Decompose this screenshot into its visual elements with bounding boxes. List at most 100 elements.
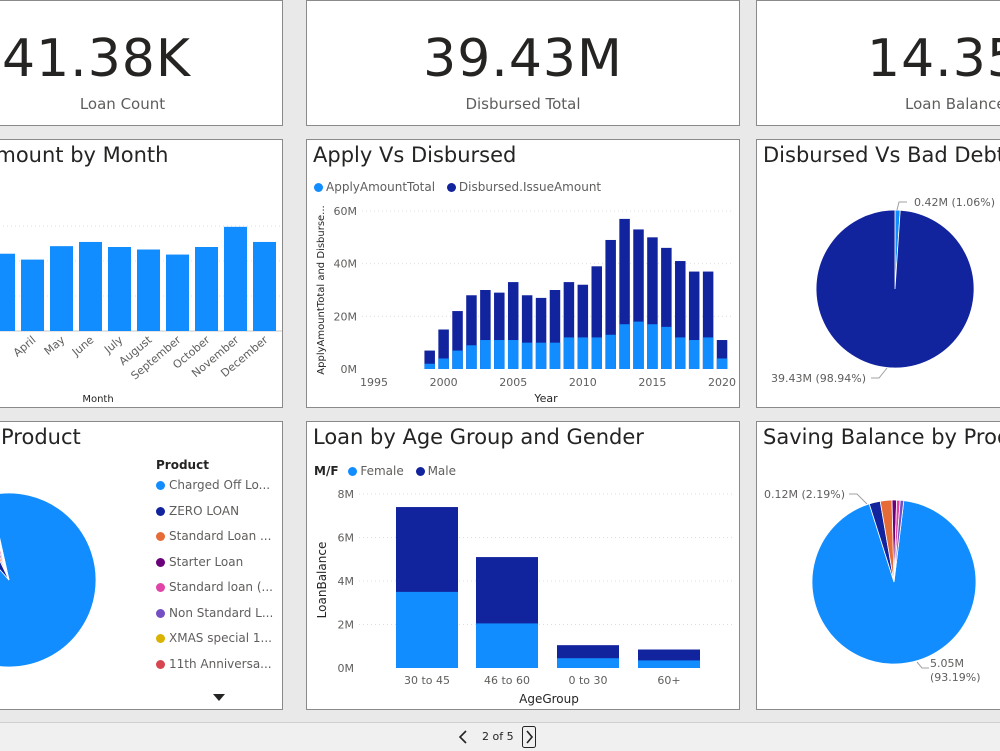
y-tick-label: 4M	[338, 575, 355, 588]
bar-disbursed[interactable]	[549, 290, 561, 369]
bar-disbursed[interactable]	[577, 284, 589, 369]
bar-disbursed[interactable]	[480, 290, 491, 369]
bar-disbursed[interactable]	[452, 311, 463, 369]
legend-scroll-down-icon[interactable]	[213, 694, 225, 702]
legend-item[interactable]: ZERO LOAN	[156, 504, 273, 530]
kpi-card-loan-count[interactable]: 41.38K Loan Count	[0, 0, 283, 126]
bar[interactable]	[137, 249, 160, 331]
bar-disbursed[interactable]	[633, 229, 644, 369]
tick-label: June	[69, 333, 97, 359]
next-page-icon[interactable]	[522, 726, 536, 748]
bar-disbursed[interactable]	[605, 239, 616, 369]
bar-apply[interactable]	[591, 337, 602, 369]
legend-title: M/F	[314, 464, 339, 478]
legend-item[interactable]: Female	[348, 464, 404, 478]
bar-apply[interactable]	[507, 340, 519, 369]
legend-item[interactable]: 11th Anniversa...	[156, 657, 273, 683]
bar[interactable]	[166, 254, 189, 331]
bar-disbursed[interactable]	[675, 261, 686, 369]
bar-disbursed[interactable]	[716, 340, 728, 369]
legend-item[interactable]: Charged Off Lo...	[156, 478, 273, 504]
pie-slice[interactable]	[0, 492, 97, 668]
bar[interactable]	[0, 253, 15, 331]
bar-apply[interactable]	[494, 340, 505, 369]
saving-balance-by-product-chart[interactable]: Saving Balance by Product 0.12M (2.19%) 5…	[756, 421, 1000, 710]
amount-by-month-chart[interactable]: Amount by Month AprilMayJuneJulyAugustSe…	[0, 139, 283, 408]
bar[interactable]	[108, 247, 131, 331]
x-tick-label: 2000	[430, 376, 458, 389]
bar-apply[interactable]	[661, 326, 672, 369]
bar-disbursed[interactable]	[702, 271, 714, 369]
bar-female[interactable]	[638, 660, 700, 668]
bar-apply[interactable]	[688, 340, 700, 369]
bar-apply[interactable]	[605, 334, 616, 369]
bar-female[interactable]	[476, 623, 538, 668]
bar-disbursed[interactable]	[507, 282, 519, 369]
bar[interactable]	[50, 246, 73, 331]
bar-disbursed[interactable]	[563, 282, 575, 369]
bar[interactable]	[21, 259, 44, 331]
kpi-card-loan-balance[interactable]: 14.35M Loan Balance	[756, 0, 1000, 126]
bar-apply[interactable]	[577, 337, 589, 369]
legend-item[interactable]: Disbursed.IssueAmount	[446, 180, 601, 194]
bar-disbursed[interactable]	[535, 297, 547, 369]
bar-apply[interactable]	[535, 342, 547, 369]
bar-disbursed[interactable]	[494, 292, 505, 369]
bar-apply[interactable]	[619, 324, 630, 369]
bar-disbursed[interactable]	[521, 295, 533, 369]
bar-disbursed[interactable]	[688, 271, 700, 369]
loan-by-age-gender-chart[interactable]: Loan by Age Group and Gender M/F Female …	[306, 421, 740, 710]
bar-disbursed[interactable]	[438, 329, 449, 370]
legend-item[interactable]: XMAS special 1...	[156, 631, 273, 657]
bar-apply[interactable]	[438, 358, 449, 369]
bar-apply[interactable]	[549, 342, 561, 369]
pie-slice[interactable]	[0, 495, 10, 581]
bar-female[interactable]	[557, 658, 619, 668]
bar-apply[interactable]	[480, 340, 491, 369]
page-indicator: 2 of 5	[482, 730, 514, 743]
bar[interactable]	[195, 247, 218, 331]
apply-vs-disbursed-chart[interactable]: Apply Vs Disbursed ApplyAmountTotal Disb…	[306, 139, 740, 408]
bar-apply[interactable]	[702, 337, 714, 369]
bar-disbursed[interactable]	[647, 237, 658, 369]
pie-slice[interactable]	[811, 500, 977, 665]
bar-apply[interactable]	[647, 324, 658, 369]
disbursed-vs-bad-debt-chart[interactable]: Disbursed Vs Bad Debt 0.42M (1.06%) 39.43…	[756, 139, 1000, 408]
bar-apply[interactable]	[563, 337, 575, 369]
legend-item[interactable]: Starter Loan	[156, 555, 273, 581]
bar-disbursed[interactable]	[591, 266, 602, 369]
bar-apply[interactable]	[521, 342, 533, 369]
bar-disbursed[interactable]	[661, 247, 672, 369]
legend-dot-icon	[156, 659, 165, 669]
pie-slice[interactable]	[815, 209, 975, 369]
kpi-card-disbursed-total[interactable]: 39.43M Disbursed Total	[306, 0, 740, 126]
y-tick-label: 0M	[338, 662, 355, 675]
bar-disbursed[interactable]	[466, 295, 477, 369]
previous-page-icon[interactable]	[457, 729, 469, 745]
legend-item[interactable]: Non Standard L...	[156, 606, 273, 632]
y-tick-label: 6M	[338, 532, 355, 545]
bar-apply[interactable]	[633, 321, 644, 369]
legend-item[interactable]: ApplyAmountTotal	[314, 180, 435, 194]
bar-female[interactable]	[396, 591, 458, 668]
legend-item[interactable]: Standard loan (...	[156, 580, 273, 606]
product-chart[interactable]: Product Product Charged Off Lo... ZERO L…	[0, 421, 283, 710]
chart-title: Loan by Age Group and Gender	[313, 425, 644, 449]
bar-disbursed[interactable]	[424, 350, 435, 369]
pie-slice[interactable]	[893, 499, 905, 583]
legend-item[interactable]: Standard Loan ...	[156, 529, 273, 555]
bar-apply[interactable]	[424, 363, 435, 369]
bar[interactable]	[224, 226, 247, 331]
legend-item[interactable]: Male	[415, 464, 456, 478]
legend-label: ApplyAmountTotal	[326, 180, 436, 194]
chart-title: Product	[1, 425, 81, 449]
bar-apply[interactable]	[466, 345, 477, 369]
bar[interactable]	[253, 241, 276, 331]
x-tick-label: 30 to 45	[404, 674, 450, 687]
bar[interactable]	[79, 241, 102, 331]
bar-disbursed[interactable]	[619, 218, 630, 369]
bar-apply[interactable]	[716, 358, 728, 369]
bar-apply[interactable]	[675, 337, 686, 369]
bar-apply[interactable]	[452, 350, 463, 369]
